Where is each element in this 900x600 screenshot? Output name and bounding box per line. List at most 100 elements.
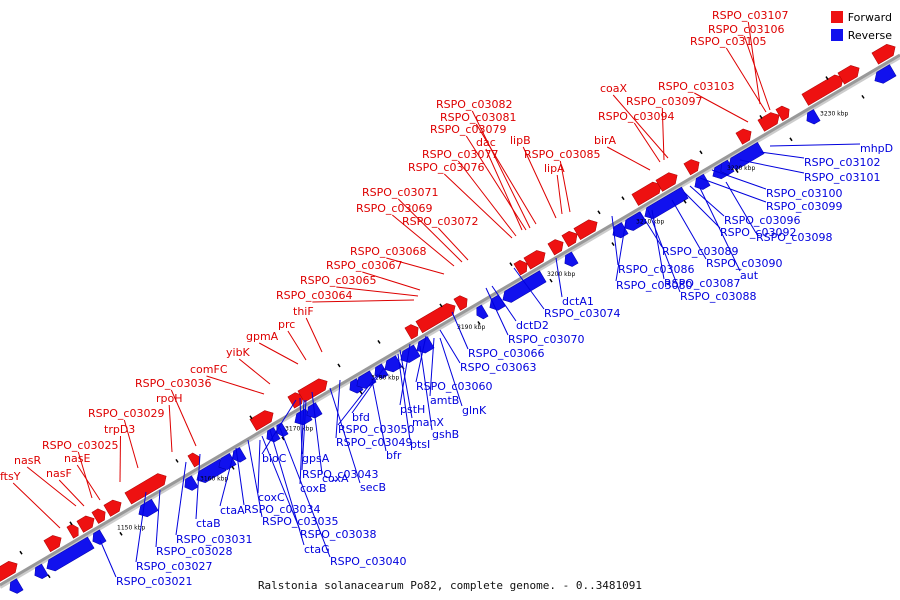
scale-tick-label: 3200 kbp (547, 271, 575, 278)
label-leader (219, 451, 235, 507)
label-leader (351, 367, 385, 414)
gene-arrow (9, 578, 24, 594)
reverse-gene-label: RSPO_c03102 (804, 156, 880, 169)
reverse-gene-label: RSPO_c03031 (176, 533, 252, 546)
feature-mark (825, 76, 829, 80)
forward-gene-label: RSPO_c03077 (422, 148, 498, 161)
reverse-gene (9, 578, 24, 594)
reverse-gene (476, 304, 489, 320)
gene-arrow (103, 499, 122, 517)
label-leader (337, 373, 379, 426)
reverse-gene (874, 64, 897, 84)
forward-gene (561, 231, 578, 248)
label-leader (475, 123, 537, 225)
label-leader (238, 358, 271, 385)
label-leader (397, 353, 411, 441)
reverse-gene-label: manX (412, 416, 444, 429)
forward-gene (523, 250, 546, 270)
reverse-gene (349, 378, 364, 394)
gene-arrow (184, 475, 199, 491)
gene-arrow (453, 295, 468, 311)
reverse-gene-label: amtB (430, 394, 459, 407)
forward-gene-label: nasR (14, 454, 41, 467)
label-leader (399, 349, 413, 419)
forward-gene (66, 523, 79, 539)
forward-gene (76, 515, 95, 533)
label-leader (699, 177, 767, 203)
forward-gene (124, 473, 167, 505)
label-leader (391, 214, 455, 267)
label-leader (683, 191, 721, 229)
label-leader (206, 375, 265, 395)
label-leader (168, 404, 173, 453)
reverse-gene-label: bioC (262, 452, 287, 465)
scale-ticks: 1150 kbp 3160 kbp 3170 kbp 3180 kbp 3190 kbp… (117, 110, 848, 531)
gene-arrow (874, 64, 897, 84)
forward-swatch (830, 11, 843, 23)
label-leader (99, 539, 117, 578)
reverse-gene-label: RSPO_c03060 (416, 380, 492, 393)
forward-gene-label: RSPO_c03072 (402, 215, 478, 228)
forward-gene-label: RSPO_c03076 (408, 161, 484, 174)
label-leader (175, 461, 187, 536)
forward-gene (631, 181, 662, 206)
forward-gene-label: RSPO_c03025 (42, 439, 118, 452)
feature-mark (439, 303, 443, 308)
feature-mark (377, 339, 381, 344)
label-leader (699, 187, 741, 272)
label-leader (336, 286, 419, 297)
forward-gene-label: dac (476, 136, 496, 149)
forward-gene-label: gpmA (246, 330, 279, 343)
forward-gene-label: RSPO_c03029 (88, 407, 164, 420)
forward-gene-label: RSPO_c03069 (356, 202, 432, 215)
label-leader (311, 391, 323, 475)
forward-gene (655, 172, 678, 192)
gene-arrow (66, 523, 79, 539)
label-leader (429, 337, 435, 397)
reverse-gene-label: gshB (432, 428, 459, 441)
label-leader (437, 227, 469, 261)
reverse-gene (502, 270, 547, 303)
label-leader (559, 160, 571, 213)
forward-gene (735, 128, 752, 145)
forward-gene-label: RSPO_c03097 (626, 95, 702, 108)
label-leader (155, 489, 161, 548)
label-leader (606, 146, 651, 171)
reverse-gene-label: RSPO_c03101 (804, 171, 880, 184)
gene-arrow (513, 259, 528, 276)
gene-arrow (384, 355, 403, 373)
forward-gene-label: RSPO_c03082 (436, 98, 512, 111)
reverse-gene (218, 452, 237, 470)
forward-gene (683, 159, 700, 176)
reverse-gene (624, 211, 647, 231)
gene-arrow (757, 112, 780, 132)
feature-mark (683, 199, 687, 204)
gene-arrow (871, 43, 896, 65)
gene-arrow (624, 211, 647, 231)
reverse-gene-label: RSPO_c03089 (662, 245, 738, 258)
genome-backbone (0, 53, 900, 589)
reverse-gene-label: RSPO_c03028 (156, 545, 232, 558)
forward-gene-label: RSPO_c03105 (690, 35, 766, 48)
reverse-gene-label: RSPO_c03098 (756, 231, 832, 244)
gene-arrow (644, 186, 689, 220)
gene-arrow (46, 536, 95, 572)
label-leader (689, 185, 725, 217)
feature-mark (699, 150, 703, 155)
label-leader (725, 47, 767, 113)
forward-gene-label: trpD3 (104, 423, 135, 436)
forward-gene (801, 74, 844, 106)
label-leader (123, 419, 139, 469)
gene-arrow (76, 515, 95, 533)
label-leader (119, 435, 121, 483)
gene-arrow (806, 109, 821, 125)
legend-reverse: Reverse (830, 26, 892, 44)
feature-mark (477, 321, 481, 325)
feature-mark (69, 521, 73, 526)
reverse-gene-label: RSPO_c03074 (544, 307, 620, 320)
label-leader (335, 379, 341, 439)
label-leader (443, 173, 513, 239)
label-leader (513, 267, 545, 310)
label-leader (269, 429, 305, 546)
